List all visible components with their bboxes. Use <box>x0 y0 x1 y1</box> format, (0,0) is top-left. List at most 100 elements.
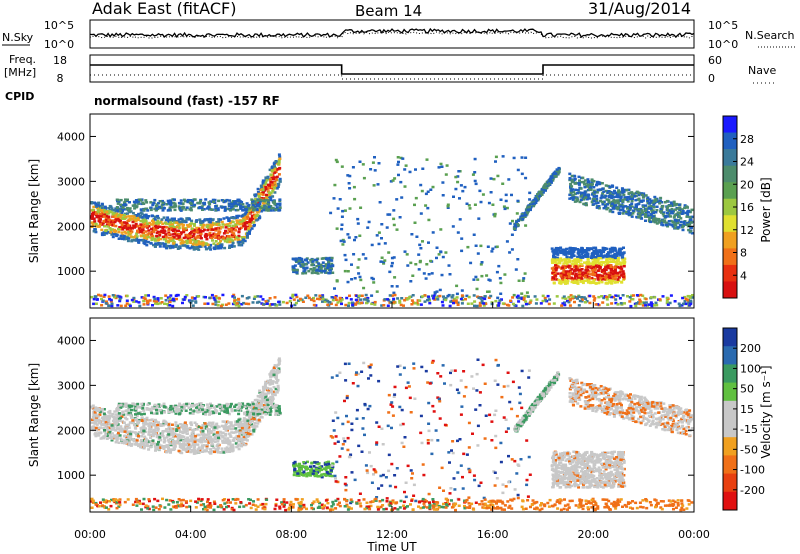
power-cell-746 <box>267 191 271 194</box>
power-cell-1748 <box>306 261 310 264</box>
power-cell-3017 <box>586 265 590 269</box>
power-cell-3991 <box>427 295 431 299</box>
velocity-cell-345 <box>106 434 110 437</box>
power-cell-3530 <box>662 221 666 224</box>
power-cell-4188 <box>182 298 186 301</box>
velocity-cell-322 <box>212 429 216 432</box>
power-cell-578 <box>106 230 110 234</box>
power-cell-1376 <box>204 198 208 201</box>
power-cell-2592 <box>622 277 626 280</box>
velocity-cell-441 <box>134 431 138 435</box>
power-cell-2933 <box>598 249 602 252</box>
power-cell-980 <box>246 213 249 216</box>
power-cell-1949 <box>480 261 484 264</box>
power-cell-3702 <box>614 301 618 305</box>
power-cell-711 <box>93 227 97 231</box>
power-cell-1272 <box>95 203 99 207</box>
power-cell-2997 <box>563 273 567 277</box>
power-cell-2058 <box>409 280 413 283</box>
power-cell-695 <box>110 207 114 210</box>
power-cell-1279 <box>189 238 192 242</box>
power-cell-3926 <box>118 299 122 303</box>
freq-trace <box>90 64 694 75</box>
power-cell-1153 <box>195 230 199 233</box>
power-cell-1982 <box>358 234 362 237</box>
power-cell-86 <box>265 196 269 199</box>
power-cell-3667 <box>630 191 634 194</box>
power-cell-2017 <box>395 228 399 231</box>
power-cell-4197 <box>146 302 149 305</box>
power-cell-741 <box>108 204 112 208</box>
power-cell-1149 <box>206 224 210 228</box>
power-cell-4153 <box>452 301 455 305</box>
power-cell-1431 <box>278 206 282 209</box>
power-cell-1816 <box>392 291 396 295</box>
power-cell-3210 <box>630 199 634 203</box>
power-cell-1286 <box>243 223 247 226</box>
freq-tick-top: 18 <box>53 54 67 67</box>
power-cell-3031 <box>567 275 571 279</box>
power-cell-3048 <box>566 272 570 276</box>
power-cell-3888 <box>273 303 277 306</box>
power-cell-2478 <box>622 262 626 266</box>
power-cell-1579 <box>140 208 144 212</box>
power-cell-1728 <box>302 267 306 270</box>
power-cell-2998 <box>556 252 560 255</box>
power-cell-4278 <box>188 300 192 303</box>
power-cell-3620 <box>583 192 587 196</box>
power-cell-3632 <box>616 195 620 198</box>
power-cell-1568 <box>265 206 269 209</box>
power-cell-4087 <box>638 298 642 301</box>
power-cell-743 <box>102 233 106 236</box>
power-cell-1179 <box>270 169 274 172</box>
power-cell-4124 <box>629 304 633 308</box>
power-cell-3167 <box>580 180 584 184</box>
power-cell-1542 <box>121 207 124 211</box>
power-cell-2733 <box>622 265 626 268</box>
power-cell-1830 <box>435 256 438 260</box>
freq-tick-bottom: 8 <box>57 72 64 85</box>
power-cell-1291 <box>151 214 154 218</box>
power-cell-1895 <box>491 203 495 206</box>
power-colorbar-label-2: 20 <box>740 178 754 191</box>
power-cell-859 <box>143 236 147 240</box>
power-cell-3873 <box>688 304 692 307</box>
power-cell-1066 <box>163 230 167 233</box>
power-cell-2708 <box>586 268 590 272</box>
power-cell-1256 <box>204 247 208 251</box>
power-cell-1249 <box>261 202 265 205</box>
power-cell-602 <box>190 222 194 225</box>
power-cell-3932 <box>639 300 642 303</box>
power-cell-3075 <box>650 208 654 212</box>
power-cell-1894 <box>474 182 478 186</box>
power-cell-115 <box>184 245 188 248</box>
freq-panel-frame <box>89 54 695 83</box>
power-cell-1195 <box>258 216 261 220</box>
power-cell-2088 <box>512 156 516 160</box>
power-cell-1589 <box>134 199 138 202</box>
power-cell-3583 <box>608 193 612 196</box>
power-cell-4021 <box>338 296 342 300</box>
power-cell-3921 <box>156 297 160 300</box>
power-cell-2980 <box>575 259 579 263</box>
power-cell-1836 <box>438 288 442 292</box>
power-cell-3013 <box>584 249 588 252</box>
power-cell-1311 <box>227 204 231 208</box>
power-cell-3639 <box>652 211 656 214</box>
power-cell-1648 <box>115 206 119 209</box>
power-cell-3741 <box>616 294 620 298</box>
power-cell-3024 <box>606 251 610 254</box>
power-cell-2795 <box>610 282 614 285</box>
power-cell-1917 <box>348 187 352 190</box>
power-cell-3712 <box>665 299 669 302</box>
power-cell-2069 <box>356 222 360 225</box>
power-cell-3706 <box>680 304 684 307</box>
power-cell-2018 <box>356 266 360 269</box>
power-cell-4070 <box>105 300 108 303</box>
power-cell-3551 <box>637 208 641 211</box>
power-cell-4111 <box>650 303 654 306</box>
power-cell-476 <box>275 162 279 165</box>
power-cell-4180 <box>403 299 407 302</box>
power-cell-1089 <box>224 226 228 229</box>
power-cell-490 <box>161 222 165 226</box>
